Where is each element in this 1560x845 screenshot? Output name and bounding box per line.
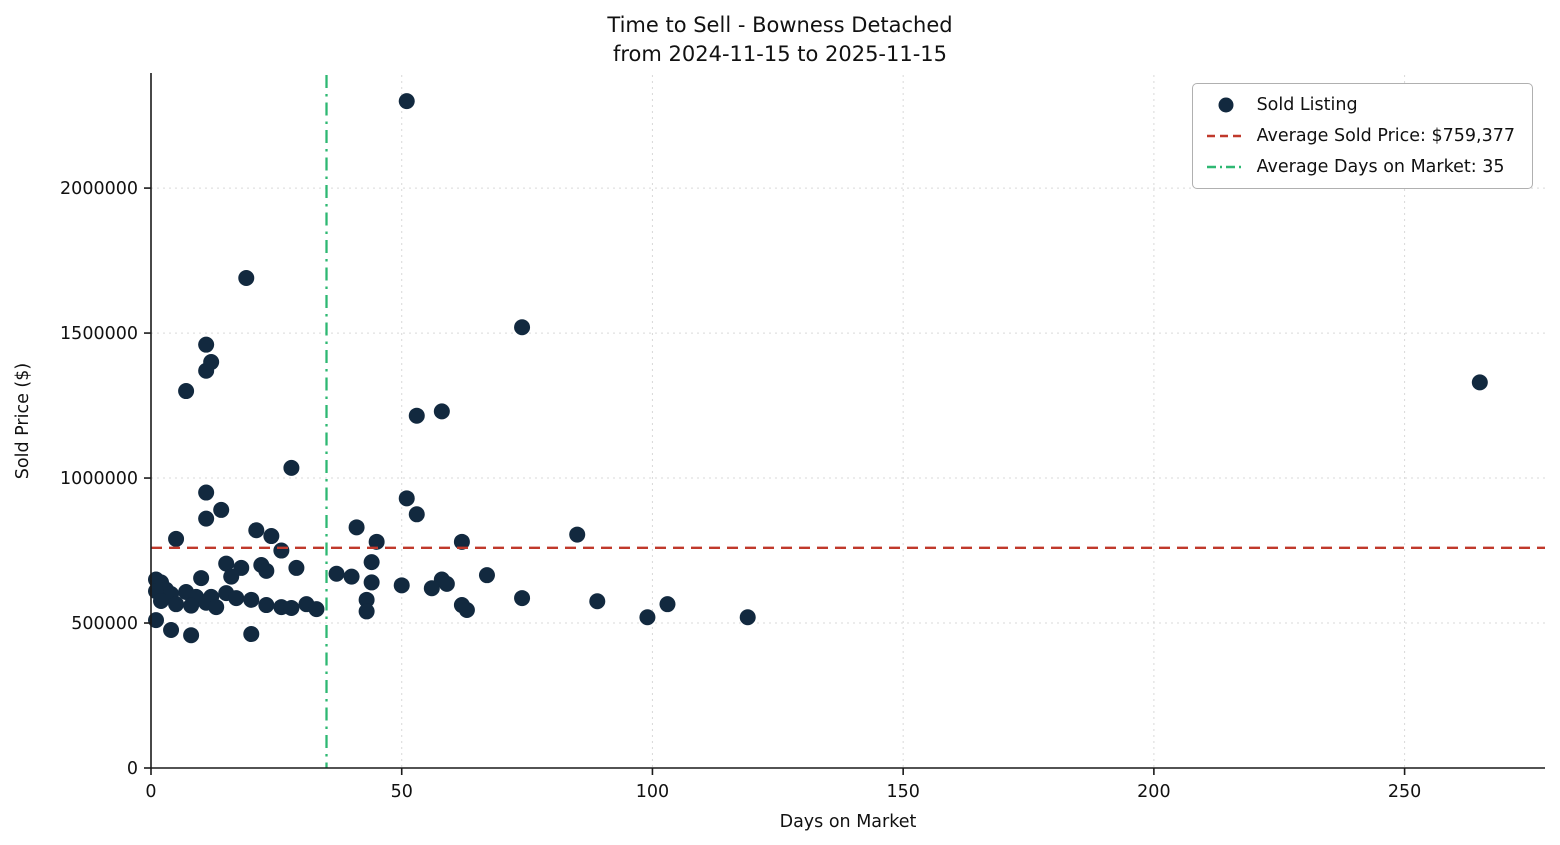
scatter-point <box>198 336 215 353</box>
scatter-point <box>213 501 230 518</box>
scatter-point <box>358 603 375 620</box>
legend: Sold Listing Average Sold Price: $759,37… <box>1191 83 1533 189</box>
scatter-point <box>1471 374 1488 391</box>
scatter-point <box>368 533 385 550</box>
scatter-point <box>208 599 225 616</box>
scatter-point <box>308 601 325 618</box>
legend-label-average-price: Average Sold Price: $759,377 <box>1256 126 1515 146</box>
chart-title-block: Time to Sell - Bowness Detached from 202… <box>0 11 1560 69</box>
scatter-point <box>198 484 215 501</box>
y-tick-label: 0 <box>127 759 138 779</box>
scatter-point <box>228 590 245 607</box>
scatter-point <box>243 626 260 643</box>
scatter-point <box>283 459 300 476</box>
scatter-point <box>248 522 265 539</box>
scatter-point <box>238 269 255 286</box>
average-days-line-icon <box>1206 165 1245 169</box>
chart-subtitle: from 2024-11-15 to 2025-11-15 <box>612 42 948 66</box>
scatter-point <box>343 568 360 585</box>
x-tick-label: 200 <box>1137 782 1170 802</box>
scatter-point <box>639 609 656 626</box>
scatter-point <box>358 591 375 608</box>
scatter-point <box>243 591 260 608</box>
legend-item-average-days: Average Days on Market: 35 <box>1206 157 1515 177</box>
y-axis-label: Sold Price ($) <box>13 362 33 480</box>
scatter-point <box>178 383 195 400</box>
scatter-point <box>263 528 280 545</box>
scatter-point <box>288 559 305 576</box>
scatter-point <box>193 570 210 587</box>
scatter-point <box>478 567 495 584</box>
y-tick-label: 2000000 <box>60 179 138 199</box>
scatter-point <box>348 519 365 536</box>
scatter-point <box>398 490 415 507</box>
x-tick-label: 0 <box>145 782 156 802</box>
x-tick-label: 150 <box>886 782 919 802</box>
legend-label-average-days: Average Days on Market: 35 <box>1256 157 1505 177</box>
scatter-point <box>273 542 290 559</box>
scatter-point <box>423 580 440 597</box>
legend-item-sold-listing: Sold Listing <box>1206 95 1515 115</box>
scatter-point <box>589 593 606 610</box>
legend-item-average-price: Average Sold Price: $759,377 <box>1206 126 1515 146</box>
scatter-point <box>328 565 345 582</box>
scatter-point <box>183 627 200 644</box>
legend-label-sold-listing: Sold Listing <box>1256 95 1358 115</box>
x-tick-label: 250 <box>1388 782 1421 802</box>
scatter-point <box>168 596 185 613</box>
scatter-point <box>283 599 300 616</box>
scatter-point <box>198 510 215 527</box>
y-tick-label: 500000 <box>71 614 138 634</box>
scatter-point <box>398 93 415 110</box>
scatter-point <box>438 575 455 592</box>
scatter-point <box>514 590 531 607</box>
scatter-point <box>433 403 450 420</box>
x-tick-label: 100 <box>636 782 669 802</box>
scatter-point <box>258 562 275 579</box>
y-tick-label: 1500000 <box>60 324 138 344</box>
scatter-point <box>198 362 215 379</box>
scatter-point <box>514 319 531 336</box>
scatter-point <box>183 597 200 614</box>
scatter-point <box>363 554 380 571</box>
scatter-point <box>453 533 470 550</box>
scatter-point <box>408 407 425 424</box>
scatter-point <box>659 596 676 613</box>
scatter-point <box>218 555 235 572</box>
scatter-point <box>258 597 275 614</box>
scatter-point <box>148 612 165 629</box>
scatter-point <box>393 577 410 594</box>
scatter-point <box>223 568 240 585</box>
scatter-point <box>408 506 425 523</box>
scatter-point <box>153 592 170 609</box>
scatter-point <box>363 574 380 591</box>
x-tick-label: 50 <box>391 782 413 802</box>
chart-title: Time to Sell - Bowness Detached <box>607 13 953 37</box>
scatter-point <box>739 609 756 626</box>
average-price-line-icon <box>1206 134 1245 138</box>
scatter-point <box>168 530 185 547</box>
sold-listing-marker-icon <box>1218 97 1234 113</box>
scatter-point <box>569 526 586 543</box>
y-tick-label: 1000000 <box>60 469 138 489</box>
x-axis-label: Days on Market <box>779 812 917 832</box>
scatter-point <box>458 601 475 618</box>
scatter-point <box>163 621 180 638</box>
